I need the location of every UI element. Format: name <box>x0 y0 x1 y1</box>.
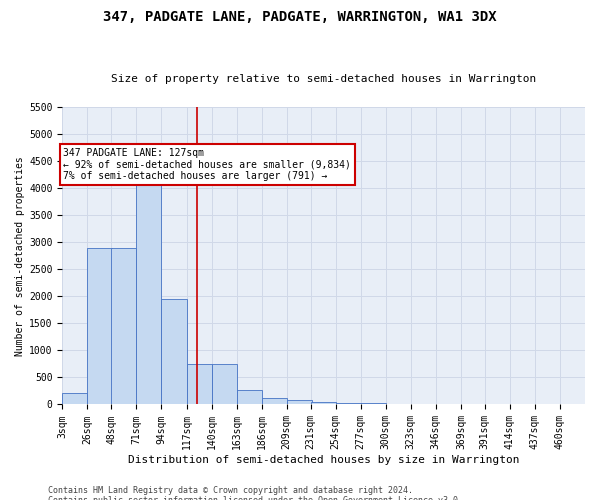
Bar <box>112 248 136 404</box>
Bar <box>287 400 312 404</box>
Bar <box>136 169 161 404</box>
Bar <box>187 364 212 405</box>
Title: Size of property relative to semi-detached houses in Warrington: Size of property relative to semi-detach… <box>111 74 536 84</box>
Bar <box>236 390 262 404</box>
Bar <box>161 299 187 405</box>
Text: Contains HM Land Registry data © Crown copyright and database right 2024.: Contains HM Land Registry data © Crown c… <box>48 486 413 495</box>
Bar <box>212 364 236 405</box>
Y-axis label: Number of semi-detached properties: Number of semi-detached properties <box>15 156 25 356</box>
Bar <box>335 403 361 404</box>
Bar <box>62 392 88 404</box>
Text: Contains public sector information licensed under the Open Government Licence v3: Contains public sector information licen… <box>48 496 463 500</box>
Bar <box>311 402 335 404</box>
Text: 347, PADGATE LANE, PADGATE, WARRINGTON, WA1 3DX: 347, PADGATE LANE, PADGATE, WARRINGTON, … <box>103 10 497 24</box>
X-axis label: Distribution of semi-detached houses by size in Warrington: Distribution of semi-detached houses by … <box>128 455 520 465</box>
Bar <box>88 248 112 404</box>
Text: 347 PADGATE LANE: 127sqm
← 92% of semi-detached houses are smaller (9,834)
7% of: 347 PADGATE LANE: 127sqm ← 92% of semi-d… <box>64 148 352 181</box>
Bar <box>262 398 287 404</box>
